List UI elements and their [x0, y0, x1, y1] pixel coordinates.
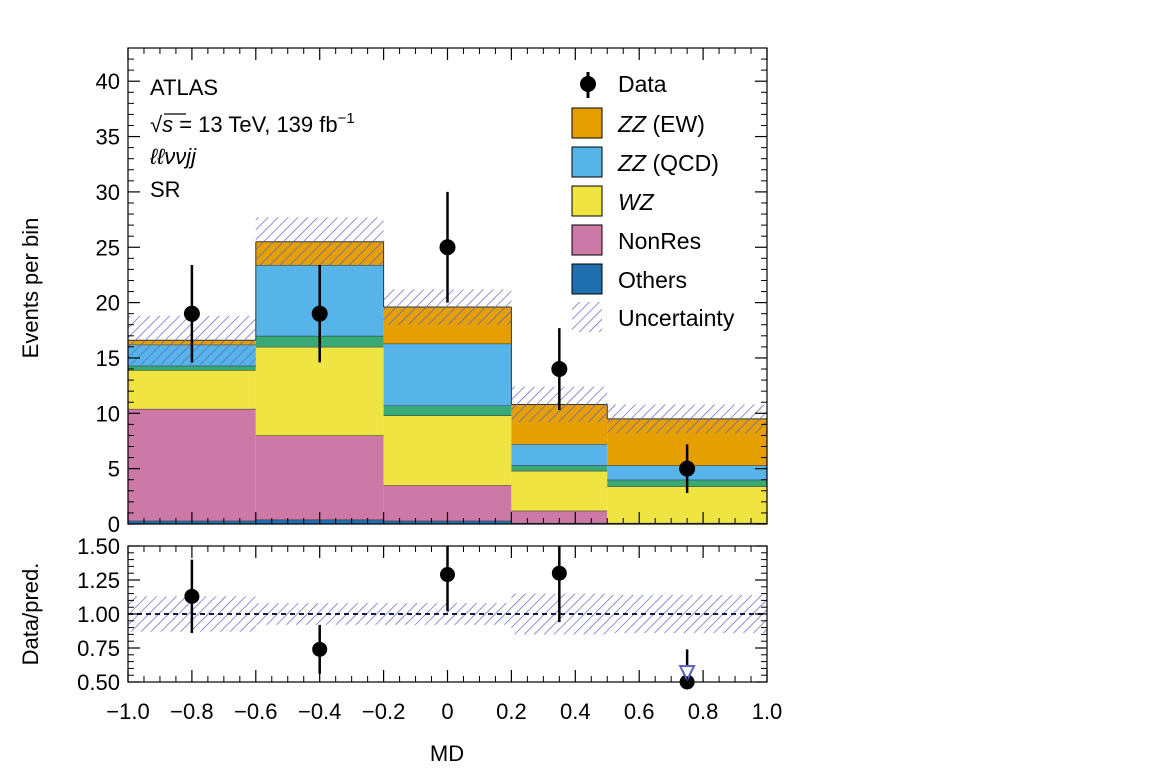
y-tick-label-main-8: 40	[96, 69, 120, 94]
x-tick-label-9: 0.8	[688, 699, 719, 724]
y-tick-label-ratio-0: 0.50	[77, 670, 120, 695]
legend-item-zz-qcd: ZZ (QCD)	[571, 146, 719, 178]
y-tick-label-main-5: 25	[96, 235, 120, 260]
y-axis-title-main: Events per bin	[18, 218, 43, 359]
ratio-out-of-range-arrow	[678, 665, 696, 683]
bar-nonres-bin-1	[255, 435, 384, 520]
y-tick-label-main-0: 0	[108, 512, 120, 537]
main-ticks: 0 5 10 15 20 25 30 35 40	[96, 47, 768, 537]
y-tick-label-ratio-4: 1.50	[77, 534, 120, 559]
energy-exp: −1	[338, 110, 355, 127]
data-point-1	[311, 305, 328, 322]
legend-item-wz: WZ	[571, 185, 655, 217]
data-point-0	[183, 305, 200, 322]
data-point-4	[679, 460, 696, 477]
bar-other-green-bin-2	[383, 405, 512, 416]
ratio-ticks: 0.50 0.75 1.00 1.25 1.50	[77, 534, 768, 695]
ratio-points	[184, 546, 696, 690]
legend-swatch-uncertainty	[572, 302, 602, 332]
bar-wz-bin-3	[511, 470, 608, 511]
y-axis-title-ratio: Data/pred.	[18, 563, 43, 666]
legend-swatch-wz	[571, 185, 603, 217]
y-tick-label-ratio-3: 1.25	[77, 568, 120, 593]
legend-label-zz-qcd: (QCD)	[646, 150, 719, 176]
legend-item-zz-ew: ZZ (EW)	[571, 107, 705, 139]
legend-label-nonres: NonRes	[618, 228, 701, 254]
x-tick-label-7: 0.4	[560, 699, 591, 724]
y-tick-label-ratio-1: 0.75	[77, 636, 120, 661]
bar-nonres-bin-0	[128, 408, 256, 521]
x-tick-labels: −1.0 −0.8 −0.6 −0.4 −0.2 0 0.2 0.4 0.6 0.8 1.0	[106, 699, 782, 724]
sqrt-sign: √	[150, 112, 163, 137]
legend-label-others: Others	[618, 267, 687, 293]
legend-label-zz-ew-ital: ZZ	[617, 111, 647, 137]
legend-label-uncertainty: Uncertainty	[618, 305, 735, 331]
x-tick-label-6: 0.2	[496, 699, 527, 724]
bar-zz-qcd-bin-3	[511, 444, 608, 466]
bar-wz-bin-0	[128, 370, 256, 409]
legend-item-nonres: NonRes	[571, 224, 701, 256]
bar-wz-bin-2	[383, 415, 512, 486]
x-tick-label-0: −1.0	[106, 699, 149, 724]
x-tick-label-2: −0.6	[234, 699, 277, 724]
legend-item-others: Others	[571, 263, 687, 295]
energy-label: √s = 13 TeV, 139 fb−1	[150, 110, 355, 137]
main-data	[183, 191, 696, 494]
ratio-point-2	[440, 567, 455, 583]
y-tick-label-main-7: 35	[96, 125, 120, 150]
y-tick-label-main-4: 20	[96, 291, 120, 316]
main-uncertainty	[128, 217, 767, 434]
y-tick-label-main-1: 5	[108, 457, 120, 482]
ratio-point-3	[551, 565, 567, 581]
legend-swatch-zz-qcd	[571, 146, 603, 178]
legend-label-zz-ew: (EW)	[646, 111, 705, 137]
legend-swatch-others	[571, 263, 603, 295]
region-label: SR	[150, 177, 181, 202]
x-axis-title: MD	[430, 741, 464, 763]
bar-nonres-bin-3	[511, 510, 608, 523]
y-tick-label-main-6: 30	[96, 180, 120, 205]
data-point-2	[439, 239, 456, 256]
legend-label-wz: WZ	[618, 189, 655, 215]
legend-swatch-nonres	[571, 224, 603, 256]
legend-label-zz-qcd-ital: ZZ	[617, 150, 647, 176]
energy-s: s	[162, 112, 173, 137]
y-tick-label-main-2: 10	[96, 401, 120, 426]
x-tick-label-8: 0.6	[624, 699, 655, 724]
svg-text:ZZ (EW): ZZ (EW)	[617, 111, 705, 137]
bar-other-green-bin-0	[128, 365, 256, 371]
svg-text:ZZ (QCD): ZZ (QCD)	[617, 150, 719, 176]
y-tick-label-main-3: 15	[96, 346, 120, 371]
legend-label-data: Data	[618, 71, 667, 97]
energy-text: = 13 TeV, 139 fb	[173, 112, 338, 137]
y-tick-label-ratio-2: 1.00	[77, 602, 120, 627]
bar-zz-qcd-bin-2	[383, 343, 512, 406]
legend-item-data: Data	[580, 71, 667, 98]
data-point-3	[551, 361, 568, 378]
uncertainty-hatch-bin-1	[255, 217, 384, 265]
uncertainty-hatch-bin-4	[607, 404, 767, 434]
x-tick-label-1: −0.8	[170, 699, 213, 724]
bar-other-green-bin-3	[511, 465, 608, 471]
legend-swatch-zz-ew	[571, 107, 603, 139]
x-tick-label-10: 1.0	[752, 699, 783, 724]
ratio-point-1	[312, 641, 328, 657]
x-tick-label-5: 0	[441, 699, 453, 724]
x-tick-label-4: −0.2	[362, 699, 405, 724]
x-tick-label-3: −0.4	[298, 699, 341, 724]
legend: Data ZZ (EW) ZZ (QCD) WZ NonRes Others	[571, 71, 735, 332]
ratio-point-0	[184, 588, 200, 604]
atlas-label: ATLAS	[150, 75, 218, 100]
channel-label: ℓℓννjj	[149, 144, 197, 169]
legend-item-uncertainty: Uncertainty	[572, 302, 735, 332]
